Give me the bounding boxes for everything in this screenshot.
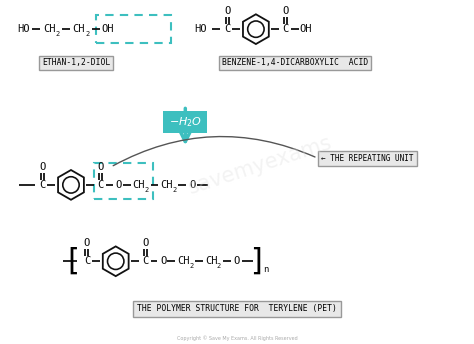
Text: CH: CH [160, 180, 173, 190]
Text: ← THE REPEATING UNIT: ← THE REPEATING UNIT [321, 154, 413, 163]
Text: CH: CH [177, 256, 190, 266]
Text: 2: 2 [86, 31, 90, 37]
Text: C: C [39, 180, 46, 190]
Text: C: C [224, 24, 230, 34]
Text: O: O [189, 180, 195, 190]
Text: ]: ] [250, 247, 262, 276]
Text: [: [ [67, 247, 79, 276]
Text: 2: 2 [217, 263, 221, 269]
Text: CH: CH [132, 180, 145, 190]
Text: C: C [98, 180, 104, 190]
FancyBboxPatch shape [164, 111, 207, 133]
Text: 2: 2 [189, 263, 193, 269]
Text: C: C [283, 24, 289, 34]
Text: n: n [263, 265, 268, 274]
Text: O: O [116, 180, 122, 190]
Text: HO: HO [194, 24, 207, 34]
Text: OH: OH [300, 24, 312, 34]
Text: O: O [224, 6, 230, 16]
Text: 2: 2 [172, 187, 176, 193]
Text: savemyexams: savemyexams [185, 132, 334, 198]
Bar [94, 163, 154, 199]
Text: $-H_2O$: $-H_2O$ [169, 116, 202, 129]
Text: O: O [98, 162, 104, 172]
Text: HO: HO [17, 24, 29, 34]
Text: Copyright © Save My Exams. All Rights Reserved: Copyright © Save My Exams. All Rights Re… [177, 336, 297, 342]
Text: BENZENE-1,4-DICARBOXYLIC  ACID: BENZENE-1,4-DICARBOXYLIC ACID [221, 58, 368, 67]
Text: 2: 2 [56, 31, 60, 37]
Text: O: O [283, 6, 289, 16]
Text: CH: CH [73, 24, 85, 34]
Text: C: C [84, 256, 90, 266]
Text: THE POLYMER STRUCTURE FOR  TERYLENE (PET): THE POLYMER STRUCTURE FOR TERYLENE (PET) [137, 304, 337, 313]
Text: OH: OH [101, 24, 114, 34]
Bar [96, 15, 172, 43]
Text: O: O [234, 256, 240, 266]
Text: O: O [84, 238, 90, 248]
Text: C: C [142, 256, 149, 266]
Text: CH: CH [43, 24, 55, 34]
Text: O: O [142, 238, 149, 248]
Text: O: O [39, 162, 46, 172]
Text: CH: CH [205, 256, 218, 266]
Text: 2: 2 [145, 187, 149, 193]
Text: ETHAN-1,2-DIOL: ETHAN-1,2-DIOL [42, 58, 110, 67]
Text: O: O [160, 256, 166, 266]
